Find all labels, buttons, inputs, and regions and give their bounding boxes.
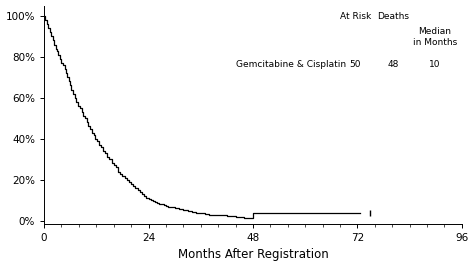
X-axis label: Months After Registration: Months After Registration (178, 249, 328, 261)
Text: 48: 48 (387, 60, 399, 69)
Text: Gemcitabine & Cisplatin: Gemcitabine & Cisplatin (236, 60, 346, 69)
Text: 50: 50 (349, 60, 361, 69)
Text: Median
in Months: Median in Months (412, 28, 457, 47)
Text: Deaths: Deaths (377, 12, 409, 21)
Text: 10: 10 (429, 60, 440, 69)
Text: At Risk: At Risk (340, 12, 371, 21)
